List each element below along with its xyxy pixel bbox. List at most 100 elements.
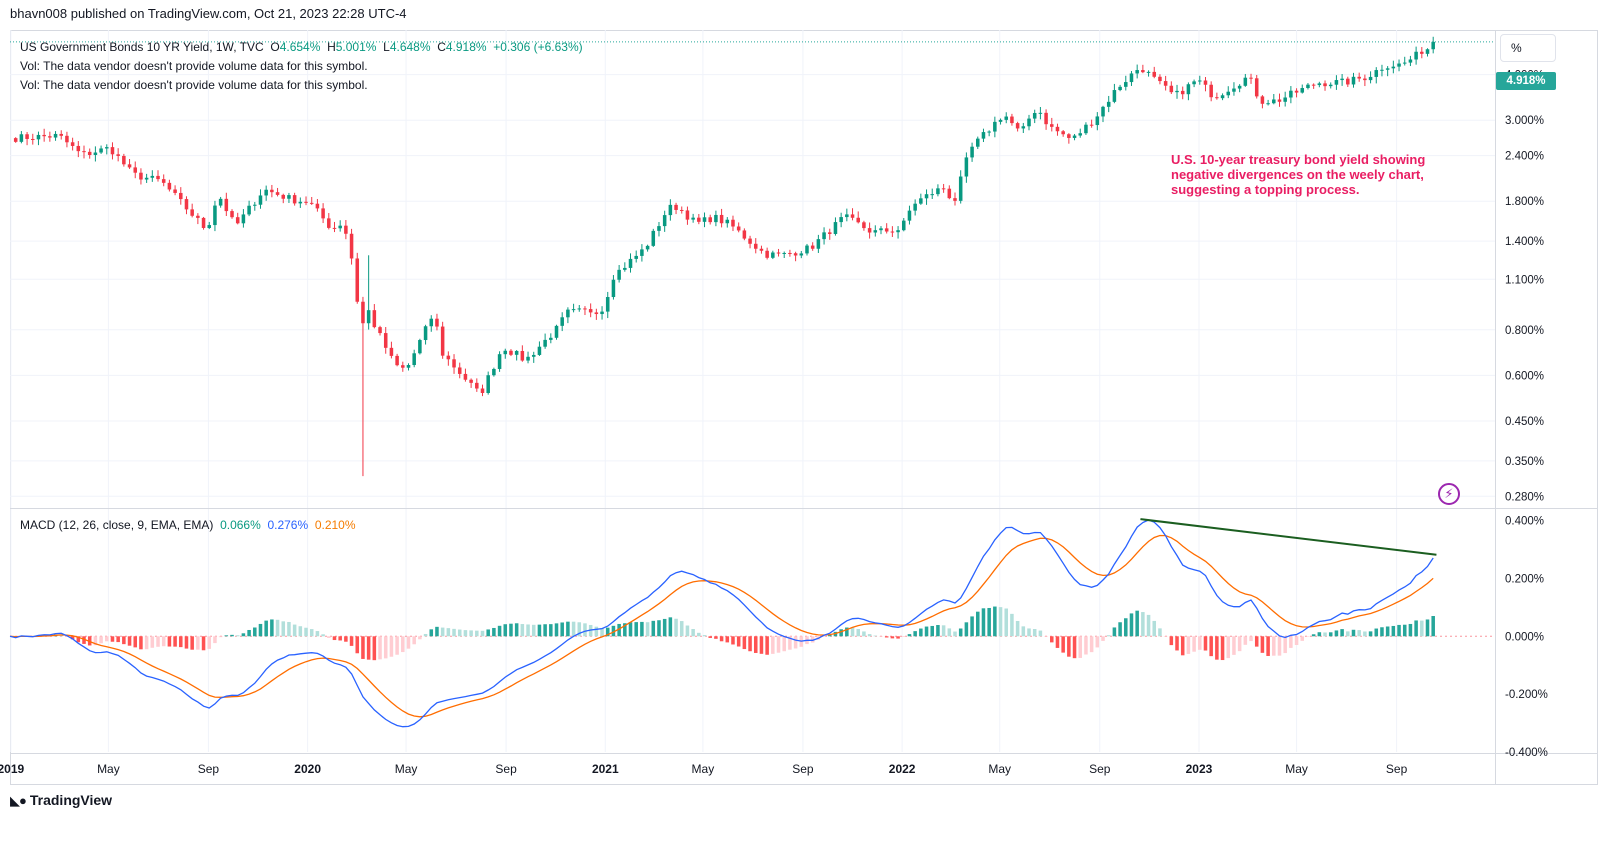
candle: [463, 368, 468, 382]
candle: [122, 153, 126, 167]
candle: [1385, 66, 1390, 77]
macd-histogram-bar: [1328, 632, 1333, 637]
candle-body: [981, 132, 986, 139]
candle: [344, 220, 348, 240]
candle-body: [514, 350, 519, 355]
candle-body: [1414, 51, 1418, 60]
macd-histogram-bar: [1209, 636, 1213, 657]
candle-body: [788, 252, 792, 254]
candle-body: [1328, 84, 1333, 87]
time-tick-label: 2022: [889, 762, 916, 776]
symbol-title[interactable]: US Government Bonds 10 YR Yield, 1W, TVC: [20, 40, 264, 54]
candle-body: [258, 195, 263, 205]
candle: [1328, 82, 1333, 89]
lightning-icon[interactable]: ⚡: [1438, 483, 1460, 505]
candle: [987, 130, 991, 137]
candle-body: [566, 309, 570, 318]
candle: [1311, 83, 1316, 89]
time-tick-label: 2021: [592, 762, 619, 776]
candle: [850, 208, 855, 221]
candle: [628, 253, 633, 273]
close-label: C: [437, 40, 446, 54]
macd-histogram-bar: [1220, 636, 1225, 661]
candle-body: [879, 228, 883, 231]
macd-histogram-bar: [1334, 630, 1339, 637]
candle: [332, 221, 337, 233]
macd-histogram-bar: [941, 625, 946, 637]
candle: [833, 217, 838, 236]
macd-histogram-bar: [139, 636, 143, 650]
macd-histogram-bar: [1374, 628, 1379, 637]
candle: [827, 228, 832, 240]
macd-histogram-bar: [463, 630, 468, 637]
macd-histogram-bar: [435, 626, 439, 637]
macd-histogram-bar: [1351, 629, 1356, 637]
candle: [594, 308, 599, 320]
candle: [1129, 70, 1134, 86]
change-value: +0.306 (+6.63%): [493, 40, 583, 54]
macd-histogram-bar: [264, 620, 268, 637]
candle-body: [349, 233, 354, 259]
candle: [902, 218, 906, 232]
candle-body: [1061, 131, 1065, 135]
candle: [531, 351, 536, 363]
candle: [1277, 93, 1282, 107]
candle-body: [691, 217, 695, 220]
candle: [480, 384, 485, 397]
macd-histogram-bar: [1323, 632, 1327, 637]
candle-body: [475, 382, 479, 389]
candle-body: [110, 147, 115, 155]
candle: [401, 361, 405, 372]
candle-body: [1425, 49, 1430, 54]
candle: [389, 341, 394, 359]
macd-title[interactable]: MACD (12, 26, close, 9, EMA, EMA): [20, 518, 214, 532]
chart-annotation[interactable]: U.S. 10-year treasury bond yield showing…: [1171, 152, 1426, 197]
macd-histogram-bar: [298, 626, 303, 637]
candle-body: [867, 228, 872, 233]
candle: [657, 221, 661, 237]
candle: [924, 189, 929, 205]
macd-histogram-bar: [110, 636, 115, 642]
macd-histogram-bar: [70, 636, 75, 640]
macd-histogram-bar: [190, 636, 194, 650]
candle-body: [1266, 103, 1270, 105]
macd-histogram-bar: [270, 619, 274, 637]
macd-histogram-bar: [1203, 636, 1208, 651]
candle-body: [389, 347, 394, 356]
candle-body: [224, 198, 229, 212]
macd-tick-label: 0.400%: [1505, 516, 1544, 528]
price-tick-label: 1.800%: [1505, 196, 1544, 208]
ohlc-row: US Government Bonds 10 YR Yield, 1W, TVC…: [20, 38, 583, 57]
candle-body: [344, 225, 348, 234]
candle: [1010, 113, 1014, 126]
candle-body: [816, 239, 821, 249]
candle-body: [1095, 116, 1100, 126]
candle: [1402, 56, 1407, 66]
candle-body: [668, 204, 673, 216]
macd-histogram-bar: [156, 636, 160, 647]
candle-body: [771, 252, 775, 258]
candle: [771, 250, 775, 260]
candle: [788, 249, 792, 257]
candle-body: [862, 222, 866, 229]
candle-body: [549, 337, 553, 340]
macd-histogram-bar: [1431, 616, 1435, 637]
candle: [1163, 75, 1168, 91]
macd-histogram-bar: [788, 636, 792, 650]
macd-histogram-bar: [196, 636, 200, 650]
candle: [235, 212, 240, 225]
candle: [406, 363, 411, 371]
percent-scale-button[interactable]: %: [1500, 34, 1556, 62]
macd-histogram-bar: [850, 627, 855, 637]
candle: [1283, 91, 1287, 107]
macd-histogram-bar: [1363, 631, 1367, 637]
candle-body: [1277, 99, 1282, 102]
macd-histogram-bar: [253, 627, 257, 637]
macd-histogram-bar: [372, 636, 377, 661]
macd-histogram-bar: [583, 623, 587, 637]
candle-body: [902, 220, 906, 231]
candle: [1032, 109, 1037, 124]
candle: [605, 291, 610, 319]
candle: [161, 174, 166, 187]
